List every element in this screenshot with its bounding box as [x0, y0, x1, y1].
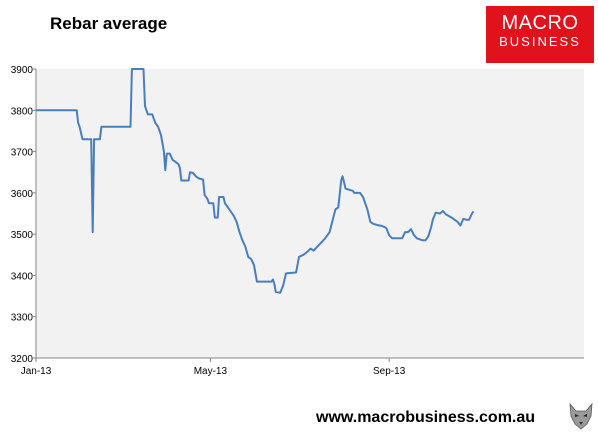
y-tick-label: 3500	[11, 230, 34, 241]
y-tick-label: 3700	[11, 148, 34, 159]
y-tick-label: 3200	[11, 354, 34, 365]
series-line	[36, 68, 475, 294]
chart-title: Rebar average	[50, 14, 168, 33]
x-tick-label: May-13	[194, 366, 228, 377]
y-tick-label: 3900	[11, 65, 34, 76]
y-tick-label: 3800	[11, 106, 34, 117]
y-tick-label: 3300	[11, 313, 34, 324]
macrobusiness-logo: MACRO BUSINESS	[486, 6, 594, 63]
wolf-mascot-icon	[566, 400, 596, 432]
x-tick-label: Jan-13	[21, 366, 52, 377]
y-tick-label: 3600	[11, 189, 34, 200]
website-url: www.macrobusiness.com.au	[316, 409, 536, 426]
y-tick-label: 3400	[11, 271, 34, 282]
logo-line-1: MACRO	[501, 12, 579, 34]
logo-line-2: BUSINESS	[499, 34, 581, 49]
x-tick-label: Sep-13	[373, 366, 406, 377]
plot-area	[36, 69, 584, 358]
